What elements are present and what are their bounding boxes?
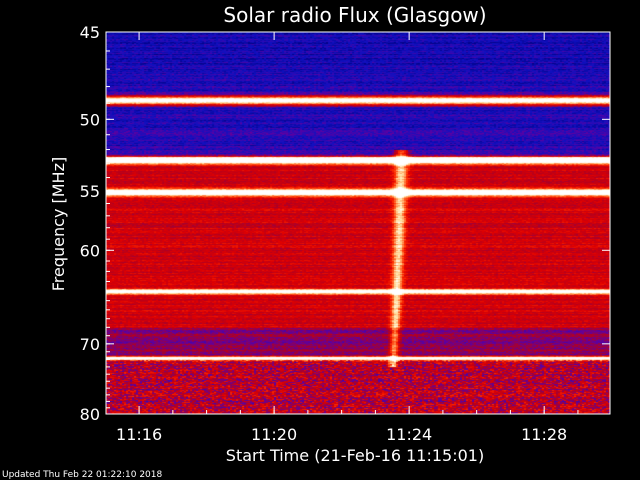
y-axis: 45 50 55 60 70 80: [80, 23, 610, 424]
x-tick-label: 11:24: [386, 425, 432, 444]
y-tick-label: 80: [80, 405, 100, 424]
plot-frame: [105, 31, 611, 415]
x-axis: 11:16 11:20 11:24 11:28: [116, 32, 579, 444]
y-axis-label: Frequency [MHz]: [49, 157, 68, 291]
x-tick-label: 11:20: [251, 425, 297, 444]
y-tick-label: 60: [80, 241, 100, 260]
updated-timestamp: Updated Thu Feb 22 01:22:10 2018: [2, 470, 163, 480]
y-tick-label: 45: [80, 23, 100, 42]
y-tick-label: 50: [80, 110, 100, 129]
x-axis-label: Start Time (21-Feb-16 11:15:01): [226, 446, 484, 465]
y-tick-label: 70: [80, 335, 100, 354]
chart-title: Solar radio Flux (Glasgow): [223, 3, 486, 27]
y-tick-label: 55: [80, 182, 100, 201]
x-tick-label: 11:28: [521, 425, 567, 444]
spectrogram-image: [106, 32, 610, 414]
plot-area: [105, 31, 611, 415]
x-tick-label: 11:16: [116, 425, 162, 444]
